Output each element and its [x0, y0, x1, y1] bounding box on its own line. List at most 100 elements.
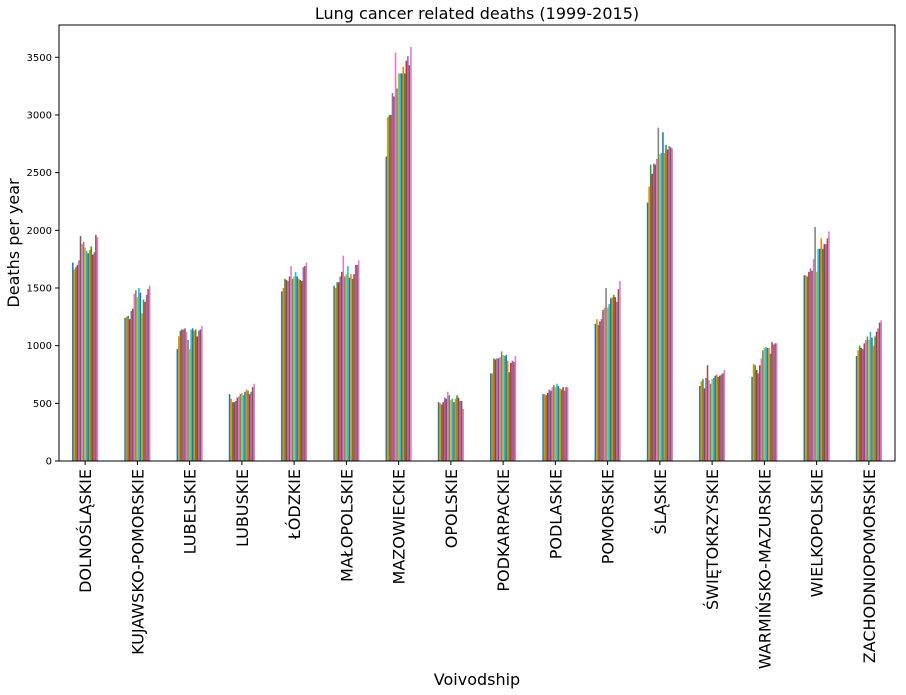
bar-10-10	[609, 298, 612, 461]
bar-15-8	[868, 339, 870, 461]
bar-10-9	[608, 304, 610, 461]
x-tick-label-15: ZACHODNIOPOMORSKIE	[860, 469, 879, 663]
bar-10-15	[617, 289, 620, 461]
bar-2-14	[198, 330, 200, 461]
bar-4-13	[301, 281, 303, 461]
bar-15-0	[855, 356, 858, 461]
bar-13-10	[766, 347, 769, 461]
bar-12-13	[719, 375, 721, 461]
bar-2-0	[176, 349, 179, 461]
bar-11-12	[665, 144, 667, 461]
bar-3-13	[248, 394, 251, 461]
bar-13-8	[763, 347, 766, 461]
bar-14-7	[814, 226, 816, 461]
bar-13-12	[769, 353, 772, 461]
bar-10-0	[594, 323, 597, 461]
y-tick-label-3: 1500	[27, 283, 52, 294]
bar-8-1	[491, 373, 494, 461]
bar-14-1	[805, 275, 807, 461]
x-tick-label-12: ŚWIĘTOKRZYSKIE	[703, 469, 722, 610]
bar-15-15	[878, 322, 881, 461]
bar-5-13	[353, 274, 355, 461]
bar-14-5	[811, 270, 813, 461]
x-tick-label-11: ŚLĄSKIE	[651, 469, 670, 535]
bar-0-9	[85, 251, 88, 461]
bar-0-16	[96, 237, 99, 461]
bar-13-6	[760, 358, 763, 461]
bar-8-0	[490, 373, 492, 461]
bar-15-4	[861, 349, 864, 461]
bar-14-2	[806, 276, 809, 461]
bar-8-14	[511, 360, 514, 461]
bar-0-3	[76, 264, 79, 461]
bar-12-0	[699, 386, 701, 461]
bar-3-4	[234, 401, 237, 461]
bar-3-14	[250, 391, 252, 461]
bar-6-12	[404, 73, 406, 461]
y-tick-label-4: 2000	[27, 226, 52, 237]
bar-0-13	[92, 254, 94, 461]
bar-11-7	[657, 127, 660, 461]
bar-5-1	[334, 287, 337, 461]
bar-15-12	[874, 336, 876, 461]
bar-12-12	[717, 376, 720, 461]
bar-4-1	[282, 287, 285, 461]
bar-8-2	[493, 358, 495, 461]
bar-3-6	[238, 396, 240, 461]
bar-3-16	[253, 383, 255, 461]
bar-5-15	[356, 264, 358, 461]
bar-7-14	[459, 401, 461, 461]
bar-7-4	[443, 397, 446, 461]
bar-4-2	[284, 278, 286, 461]
bar-15-11	[872, 345, 875, 461]
bar-10-1	[596, 319, 598, 461]
x-axis-label: Voivodship	[434, 670, 520, 689]
bar-7-13	[457, 397, 460, 461]
bar-5-4	[339, 276, 341, 461]
bar-2-4	[182, 329, 185, 461]
x-tick-label-2: LUBELSKIE	[181, 469, 200, 554]
bar-4-12	[299, 279, 302, 461]
bar-15-13	[875, 331, 878, 461]
bar-9-14	[563, 390, 566, 461]
bar-14-15	[826, 238, 829, 461]
bar-0-5	[79, 236, 82, 461]
bar-12-14	[720, 374, 723, 461]
bar-13-7	[762, 350, 764, 461]
bar-11-11	[663, 153, 666, 461]
bar-13-13	[771, 342, 773, 461]
y-axis-label: Deaths per year	[4, 178, 23, 308]
bar-15-10	[871, 337, 873, 461]
bar-15-5	[863, 343, 866, 461]
bar-1-0	[124, 317, 126, 461]
x-tick-label-8: PODKARPACKIE	[494, 469, 513, 592]
bar-6-10	[400, 73, 403, 461]
bar-7-12	[456, 395, 458, 461]
bar-9-1	[543, 394, 546, 461]
bar-4-11	[297, 278, 300, 461]
bar-13-1	[752, 364, 755, 461]
bar-7-1	[439, 403, 441, 461]
bar-6-4	[391, 93, 394, 462]
bar-2-1	[178, 336, 180, 461]
bar-2-16	[201, 326, 203, 461]
bar-10-12	[613, 294, 615, 461]
bar-8-11	[506, 360, 509, 461]
bar-10-14	[616, 301, 618, 461]
bar-1-8	[136, 297, 139, 461]
bar-0-6	[81, 244, 83, 461]
bar-15-2	[858, 345, 861, 461]
bar-3-15	[251, 387, 254, 461]
bar-5-2	[336, 282, 338, 461]
x-tick-label-14: WIELKOPOLSKIE	[808, 469, 827, 597]
bar-6-13	[405, 60, 408, 461]
bar-7-3	[442, 402, 444, 461]
bar-4-4	[287, 281, 289, 461]
bar-15-14	[877, 328, 879, 461]
bar-15-6	[865, 339, 867, 461]
x-tick-label-10: POMORSKIE	[599, 469, 618, 564]
bar-14-6	[812, 259, 815, 461]
x-tick-label-5: MAŁOPOLSKIE	[337, 469, 356, 582]
bar-9-10	[557, 386, 560, 461]
bar-12-3	[703, 388, 706, 461]
